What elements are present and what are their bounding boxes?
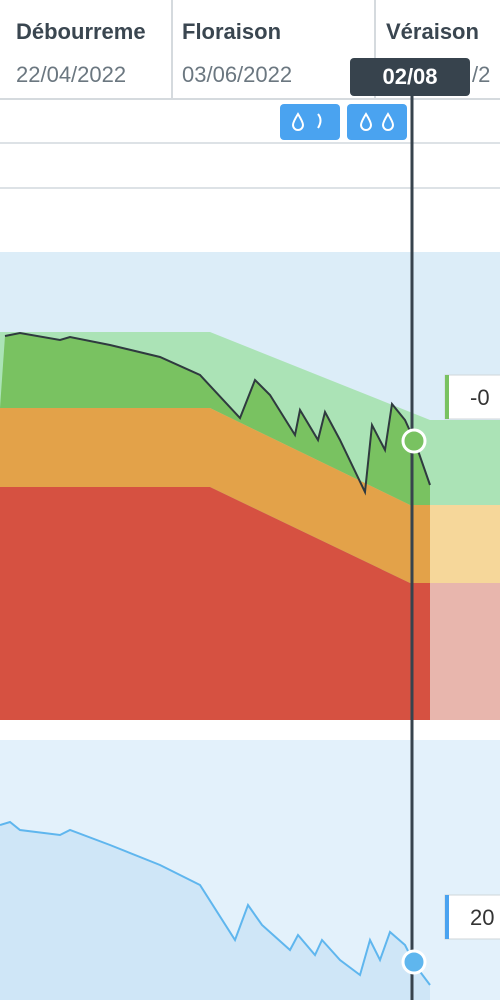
stage-date: /2 [472,62,490,87]
cursor-tooltip [350,58,470,96]
stage-title: Floraison [182,19,281,44]
zone-warning-light [430,505,500,583]
value-label-box [444,894,500,940]
stage-date: 03/06/2022 [182,62,292,87]
cursor-point [401,949,427,975]
value-label-box [444,374,500,420]
zone-danger [0,487,430,720]
water-potential-line [4,331,431,496]
zone-good [0,333,430,505]
zone-warning [0,408,430,583]
series-line [0,820,431,986]
value-label-accent [445,895,449,939]
value-label: 20 [470,905,494,930]
irrigation-button[interactable] [347,104,407,140]
stage-title: Débourreme [16,19,146,44]
area-fill [0,822,430,1000]
drop-icon [291,112,322,131]
zone-danger-light [430,583,500,720]
value-label-accent [445,375,449,419]
cursor-point [401,428,427,454]
irrigation-button[interactable] [280,104,340,140]
cursor-date: 02/08 [382,64,437,89]
drop-icon [359,112,395,131]
value-label: -0 [470,385,490,410]
stage-title: Véraison [386,19,479,44]
stage-date: 22/04/2022 [16,62,126,87]
